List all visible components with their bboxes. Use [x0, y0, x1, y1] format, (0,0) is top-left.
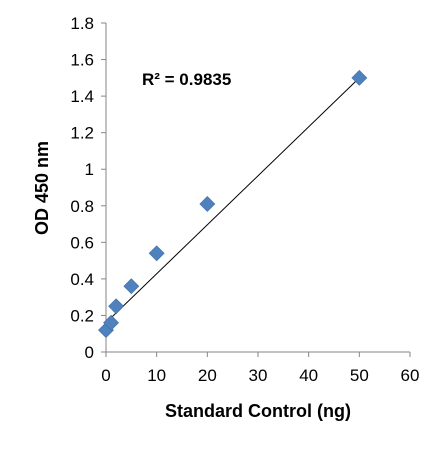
data-point — [351, 69, 368, 86]
linear-trendline — [105, 77, 360, 324]
r-squared-annotation: R² = 0.9835 — [142, 70, 231, 89]
y-tick-label: 0.2 — [70, 306, 94, 325]
data-point — [108, 298, 125, 315]
y-tick-label: 0.8 — [70, 197, 94, 216]
y-tick-label: 1.8 — [70, 14, 94, 33]
y-axis-title: OD 450 nm — [32, 141, 52, 235]
y-tick-label: 1.4 — [70, 87, 94, 106]
y-tick-label: 0.6 — [70, 233, 94, 252]
y-tick-label: 1.2 — [70, 124, 94, 143]
data-point — [103, 314, 119, 331]
data-point — [199, 196, 216, 212]
data-point — [148, 245, 165, 262]
x-axis-ticks: 0 10 20 30 40 50 60 — [101, 352, 419, 385]
x-tick-label: 50 — [350, 366, 369, 385]
x-tick-label: 20 — [198, 366, 217, 385]
x-axis-title: Standard Control (ng) — [165, 401, 351, 421]
x-tick-label: 10 — [147, 366, 166, 385]
y-axis-ticks: 0 0.2 0.4 0.6 0.8 1 1.2 1.4 1.6 1.8 — [70, 14, 106, 362]
y-tick-label: 0 — [85, 343, 94, 362]
x-tick-label: 40 — [299, 366, 318, 385]
y-tick-label: 1 — [85, 160, 94, 179]
data-point — [123, 278, 140, 295]
y-tick-label: 1.6 — [70, 51, 94, 70]
x-tick-label: 0 — [101, 366, 110, 385]
x-tick-label: 60 — [401, 366, 420, 385]
y-tick-label: 0.4 — [70, 270, 94, 289]
x-tick-label: 30 — [249, 366, 268, 385]
data-points — [98, 69, 368, 338]
